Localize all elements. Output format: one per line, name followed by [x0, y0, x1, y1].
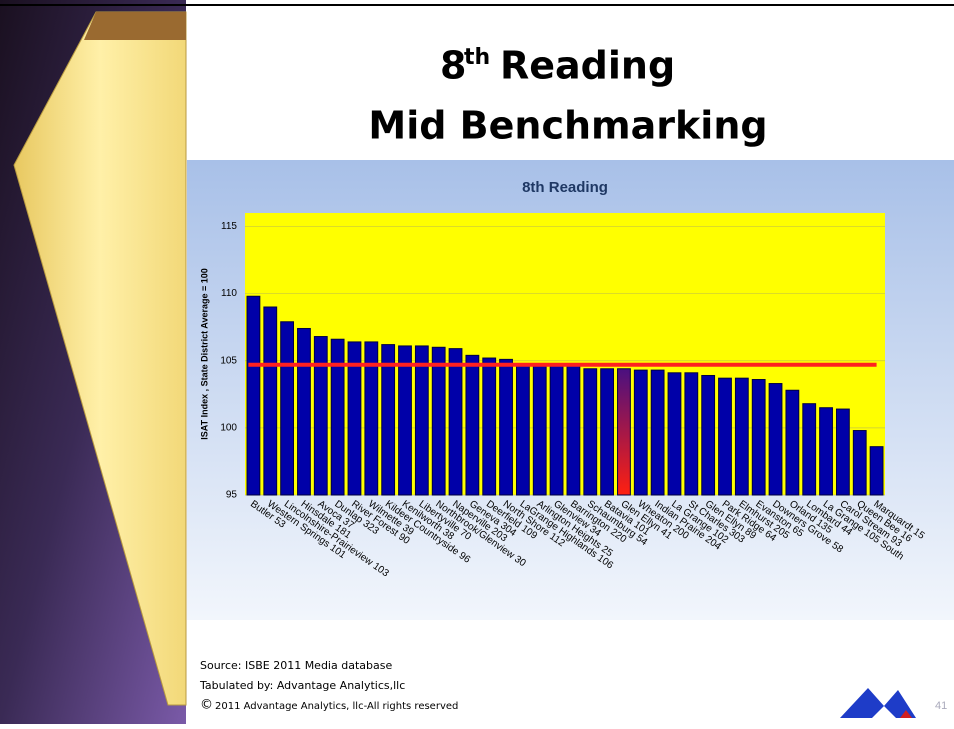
title-superscript: th: [464, 45, 490, 70]
bar: [566, 364, 581, 496]
title-line2: Mid Benchmarking: [368, 104, 767, 148]
bar: [330, 338, 345, 496]
logo-accent: [900, 710, 912, 718]
y-tick-label: 110: [221, 288, 237, 299]
title-number: 8: [440, 44, 466, 88]
bar: [347, 341, 362, 496]
copyright: 2011 Advantage Analytics, llc-All rights…: [215, 701, 458, 712]
chart: 8th Reading ISAT Index , State District A…: [199, 179, 926, 580]
logo-mountains: [840, 688, 916, 718]
y-tick-label: 115: [221, 221, 237, 232]
bar: [734, 377, 749, 496]
bar: [364, 341, 379, 496]
bar: [398, 345, 412, 496]
page-number: 41: [935, 700, 947, 712]
bar: [381, 344, 396, 496]
bar: [785, 389, 800, 496]
title-rest: Reading: [500, 44, 675, 88]
bar: [650, 369, 665, 496]
bar: [819, 407, 833, 496]
chart-title: 8th Reading: [522, 179, 608, 196]
bar: [869, 446, 884, 496]
bar: [465, 354, 480, 496]
bar: [600, 368, 615, 496]
y-tick-label: 105: [220, 355, 237, 366]
bar: [835, 408, 850, 496]
bar: [482, 357, 497, 496]
bar: [549, 364, 564, 496]
bar: [701, 374, 716, 496]
bar: [499, 358, 513, 496]
tabulated: Tabulated by: Advantage Analytics,llc: [199, 679, 405, 692]
bar: [431, 346, 446, 496]
pad-binding: [84, 12, 186, 40]
y-axis-label: ISAT Index , State District Average = 10…: [199, 268, 209, 439]
bar: [617, 368, 631, 496]
bar: [313, 336, 328, 496]
bar: [852, 430, 867, 496]
bar: [414, 345, 429, 496]
source: Source: ISBE 2011 Media database: [200, 659, 392, 672]
bar: [718, 377, 732, 496]
bar: [280, 321, 295, 496]
bar: [633, 369, 648, 496]
y-tick-label: 95: [226, 490, 238, 501]
bar: [515, 364, 530, 496]
bar: [246, 295, 261, 496]
logo-gap: [872, 706, 896, 718]
copyright-symbol: ©: [200, 698, 213, 713]
bar: [802, 403, 817, 496]
bar: [297, 327, 311, 496]
bar: [448, 348, 463, 496]
bar: [768, 383, 783, 496]
bar: [263, 306, 278, 496]
bar: [684, 372, 699, 496]
bar: [667, 372, 682, 496]
bar: [751, 379, 766, 496]
y-tick-label: 100: [220, 422, 237, 433]
bar: [532, 364, 547, 496]
bar: [583, 368, 598, 496]
